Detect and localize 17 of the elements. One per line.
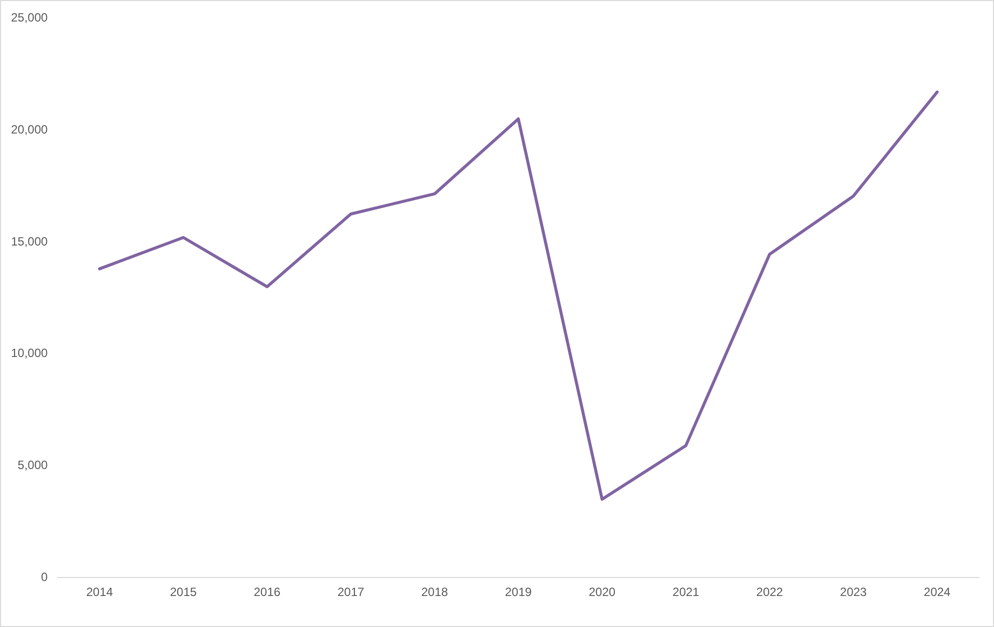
y-tick-label: 15,000 — [11, 234, 48, 248]
x-tick-label: 2024 — [924, 585, 951, 600]
x-tick-label: 2021 — [672, 585, 700, 600]
x-tick-label: 2015 — [170, 585, 198, 600]
x-tick-label: 2016 — [254, 585, 281, 600]
x-tick-label: 2014 — [86, 585, 114, 600]
x-tick-label: 2020 — [588, 585, 616, 600]
y-tick-label: 0 — [41, 570, 48, 584]
y-tick-label: 20,000 — [11, 122, 48, 136]
x-tick-label: 2018 — [421, 585, 448, 600]
x-tick-label: 2023 — [840, 585, 868, 600]
x-tick-label: 2019 — [505, 585, 532, 600]
y-tick-label: 10,000 — [11, 346, 48, 360]
y-tick-label: 25,000 — [11, 10, 48, 25]
y-tick-label: 5,000 — [18, 458, 48, 472]
x-tick-label: 2017 — [337, 585, 365, 600]
x-tick-label: 2022 — [756, 585, 784, 600]
